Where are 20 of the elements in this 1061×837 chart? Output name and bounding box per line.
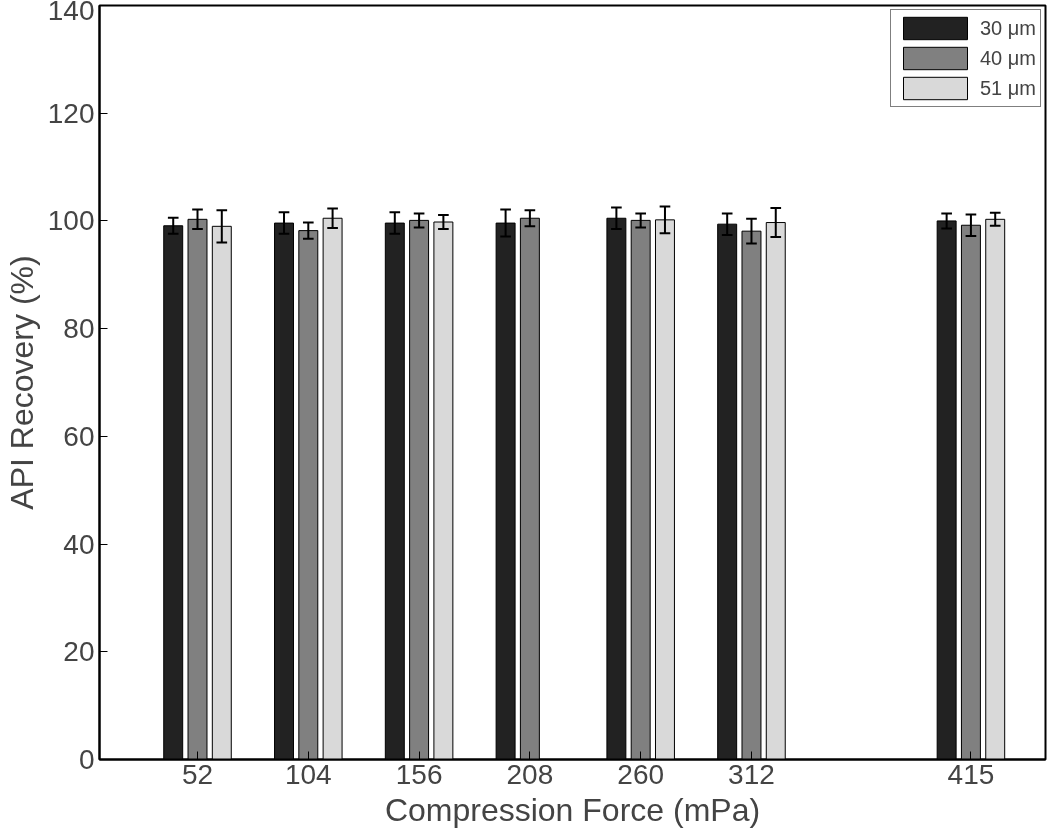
y-tick-label: 140 [47, 0, 95, 26]
x-tick-label: 260 [617, 758, 665, 790]
y-tick-label: 120 [47, 97, 95, 129]
x-tick-label: 415 [947, 758, 995, 790]
legend-label: 51 μm [980, 76, 1036, 100]
y-tick-label: 40 [63, 528, 95, 560]
y-tick-label: 60 [63, 420, 95, 452]
y-axis-title: API Recovery (%) [3, 255, 40, 510]
y-tick-label: 80 [63, 313, 95, 345]
x-axis-title: Compression Force (mPa) [384, 791, 761, 828]
x-tick-label: 208 [506, 758, 554, 790]
y-tick-label: 20 [63, 636, 95, 668]
x-tick-label: 52 [181, 758, 214, 790]
x-tick-label: 104 [284, 758, 332, 790]
x-tick-label: 312 [728, 758, 775, 790]
y-tick-label: 0 [78, 744, 95, 775]
legend-label: 40 μm [980, 46, 1036, 70]
y-tick-label: 100 [47, 205, 95, 237]
x-tick-label: 156 [395, 758, 443, 790]
legend-label: 30 μm [980, 16, 1036, 40]
